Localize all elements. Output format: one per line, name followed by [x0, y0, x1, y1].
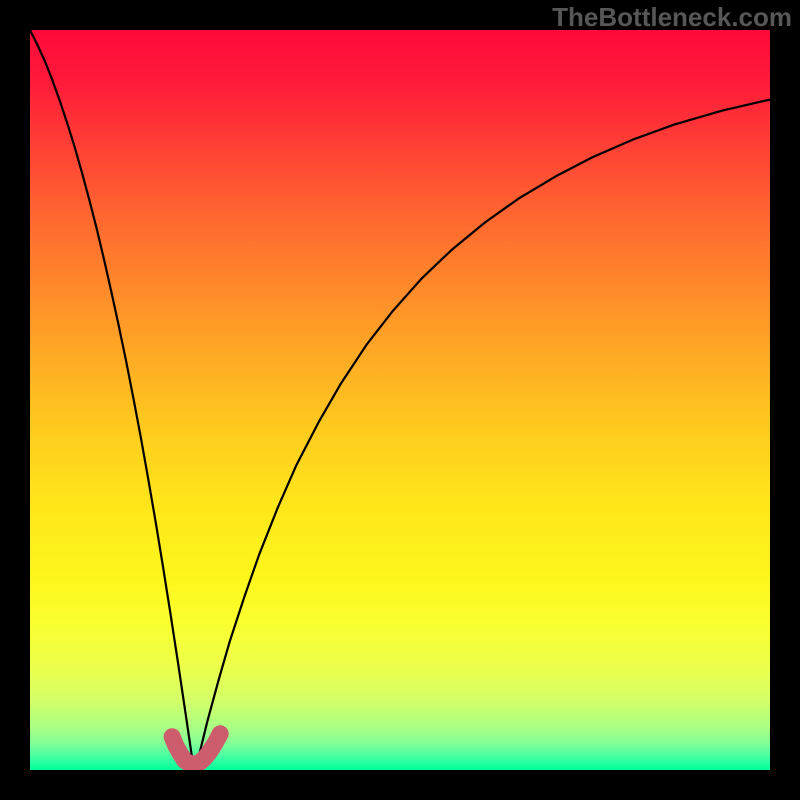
stage: TheBottleneck.com [0, 0, 800, 800]
chart-svg [30, 30, 770, 770]
plot-area [30, 30, 770, 770]
chart-background [30, 30, 770, 770]
watermark-text: TheBottleneck.com [552, 2, 792, 33]
